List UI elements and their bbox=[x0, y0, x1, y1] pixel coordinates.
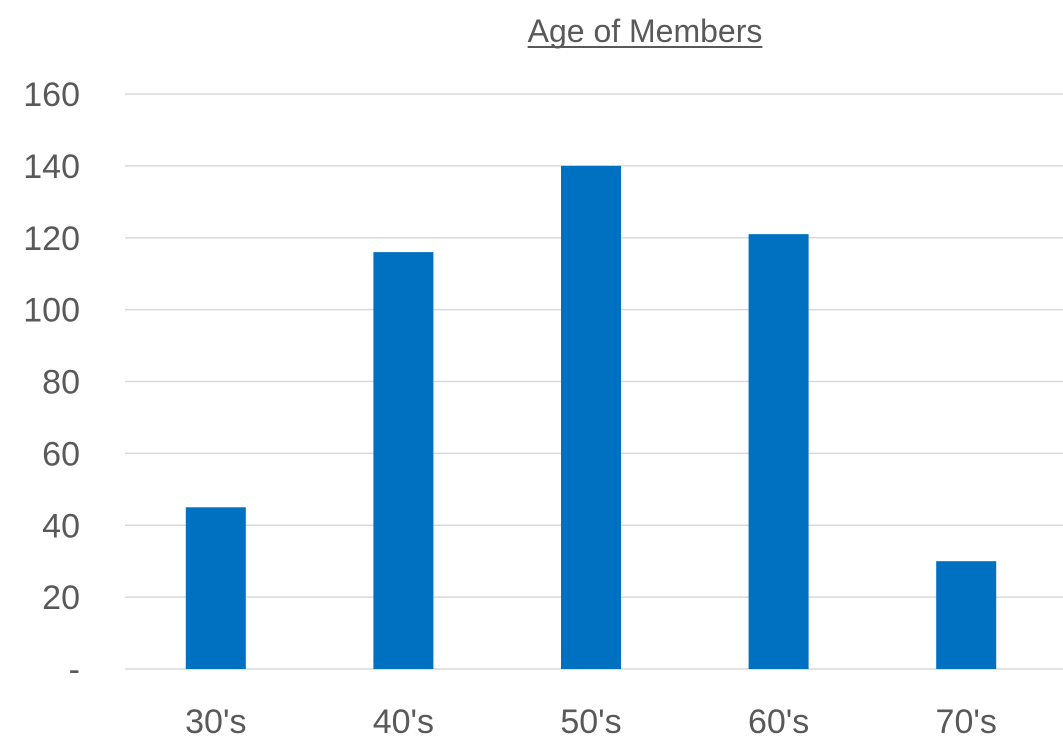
chart-title: Age of Members bbox=[528, 13, 763, 49]
y-tick-label: 100 bbox=[23, 292, 80, 330]
x-category-label: 70's bbox=[936, 703, 997, 739]
bar-60s bbox=[748, 234, 809, 669]
bar-40s bbox=[373, 252, 434, 669]
x-category-label: 50's bbox=[560, 703, 621, 739]
bar-70s bbox=[936, 561, 997, 669]
y-tick-label: - bbox=[69, 651, 80, 689]
y-tick-label: 60 bbox=[42, 435, 80, 473]
bar-50s bbox=[561, 165, 621, 669]
y-axis-tick-labels: - 20 40 60 80 100 120 140 160 bbox=[23, 76, 80, 689]
x-category-label: 60's bbox=[748, 703, 809, 739]
bar-30s bbox=[185, 507, 246, 669]
y-tick-label: 120 bbox=[23, 220, 80, 258]
y-tick-label: 20 bbox=[42, 579, 80, 617]
bars bbox=[185, 165, 997, 669]
x-category-label: 30's bbox=[185, 703, 246, 739]
y-tick-label: 80 bbox=[42, 364, 80, 402]
x-category-label: 40's bbox=[373, 703, 434, 739]
y-tick-label: 140 bbox=[23, 148, 80, 186]
y-tick-label: 40 bbox=[42, 507, 80, 545]
y-tick-label: 160 bbox=[23, 76, 80, 114]
x-axis-category-labels: 30's 40's 50's 60's 70's bbox=[185, 703, 997, 739]
